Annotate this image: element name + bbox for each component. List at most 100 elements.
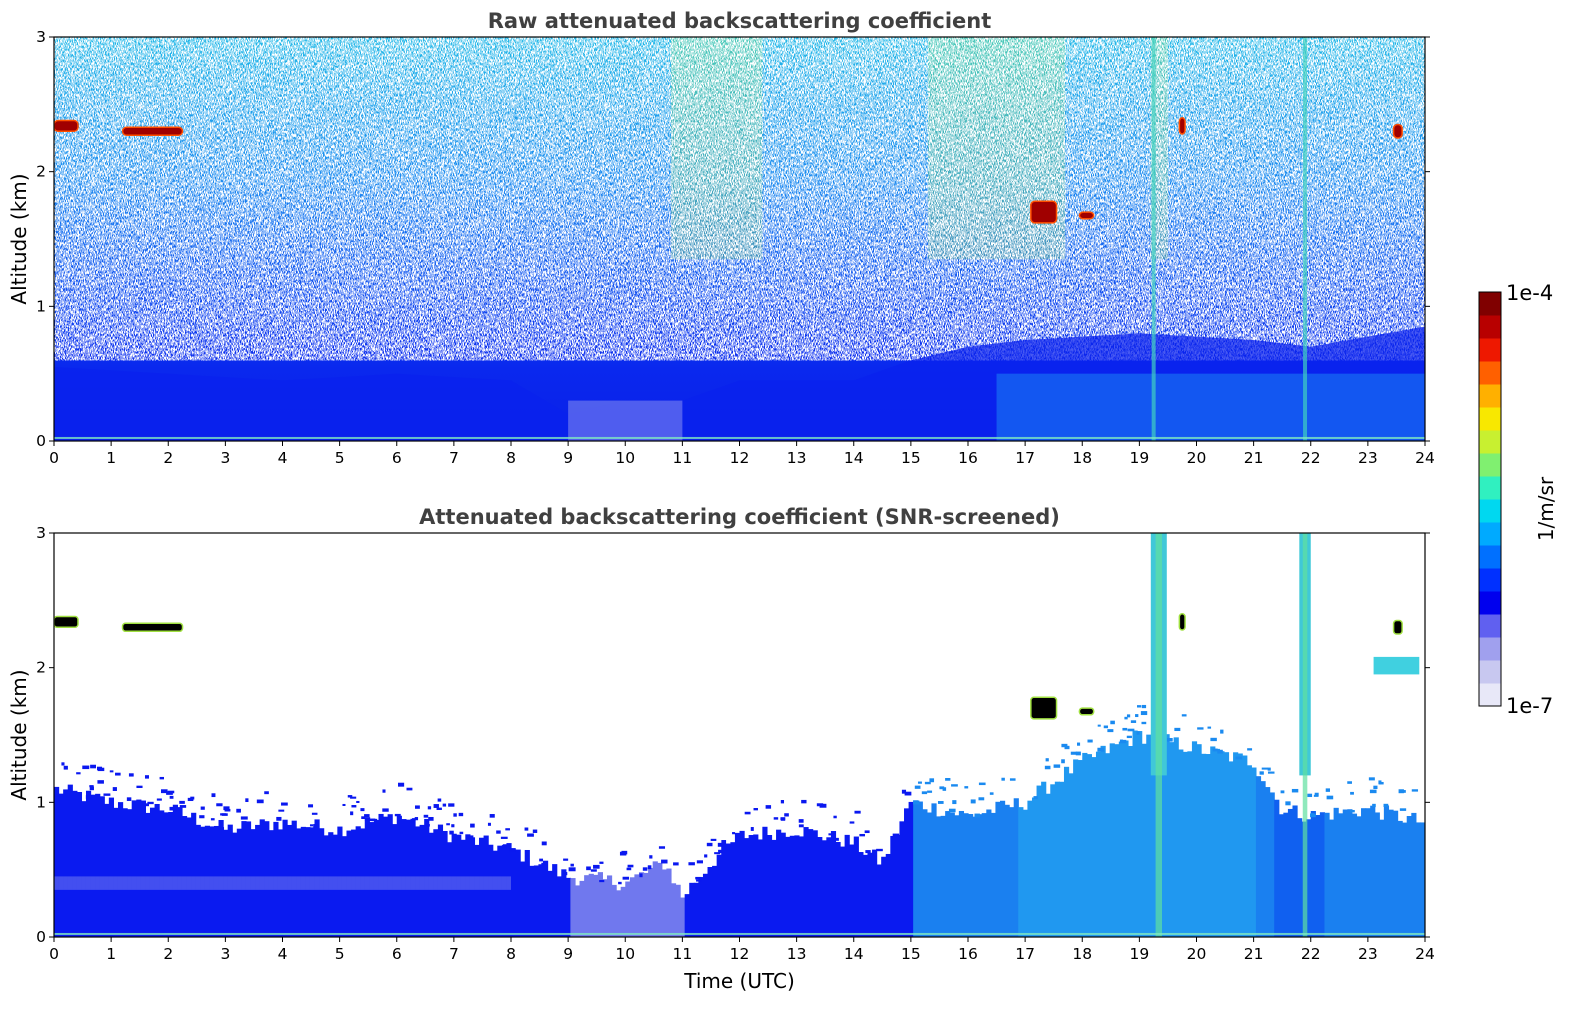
- y-tick-label: 3: [36, 28, 46, 46]
- screened-speckle: [394, 813, 401, 817]
- screened-speckle: [128, 773, 134, 777]
- raw-cloud: [1392, 123, 1403, 139]
- screened-aerosol-column: [1159, 736, 1166, 937]
- x-tick-label: 24: [1415, 945, 1435, 963]
- screened-aerosol-column: [712, 865, 718, 937]
- screened-backscatter-panel: Attenuated backscattering coefficient (S…: [7, 505, 1435, 993]
- screened-aerosol-column: [501, 845, 508, 937]
- screened-aerosol-column: [113, 807, 119, 937]
- screened-aerosol-column: [1329, 819, 1335, 937]
- screened-aerosol-column: [172, 804, 178, 937]
- screened-aerosol-column: [926, 812, 933, 937]
- screened-aerosol-column: [945, 811, 951, 937]
- screened-speckle: [835, 837, 839, 841]
- screened-aerosol-column: [287, 824, 293, 937]
- screened-aerosol-column: [1169, 742, 1175, 937]
- screened-speckle: [156, 798, 162, 801]
- screened-aerosol-column: [1114, 744, 1120, 937]
- screened-speckle: [1217, 749, 1223, 754]
- screened-ground-line: [54, 932, 1425, 935]
- screened-aerosol-column: [1393, 810, 1399, 937]
- screened-aerosol-column: [337, 826, 343, 937]
- screened-speckle: [436, 807, 442, 810]
- screened-aerosol-column: [218, 820, 224, 937]
- screened-speckle: [1325, 788, 1330, 792]
- screened-speckle: [1314, 792, 1319, 797]
- screened-speckle: [833, 815, 837, 819]
- screened-aerosol-column: [1361, 808, 1367, 937]
- screened-aerosol-column: [958, 810, 965, 937]
- x-tick-label: 16: [958, 449, 978, 467]
- screened-cloud: [1392, 619, 1403, 635]
- screened-speckle: [690, 885, 697, 889]
- screened-aerosol-column: [483, 835, 489, 937]
- screened-aerosol-column: [1105, 753, 1111, 937]
- screened-aerosol-column: [693, 882, 699, 937]
- screened-speckle: [945, 777, 951, 781]
- screened-aerosol-column: [277, 829, 284, 937]
- screened-speckle: [1291, 788, 1299, 793]
- screened-aerosol-column: [319, 828, 325, 937]
- screened-aerosol-column: [1109, 743, 1115, 937]
- colorbar-step: [1479, 660, 1501, 684]
- screened-speckle: [859, 833, 866, 837]
- screened-aerosol-column: [392, 824, 398, 937]
- screened-speckle: [939, 786, 945, 790]
- screened-plume-core: [1155, 533, 1162, 937]
- screened-aerosol-column: [1420, 822, 1425, 937]
- screened-speckle: [256, 799, 264, 804]
- screened-aerosol-column: [588, 873, 594, 937]
- screened-aerosol-column: [986, 809, 992, 937]
- colorbar-max-label: 1e-4: [1506, 281, 1553, 305]
- screened-y-axis-label: Altitude (km): [7, 669, 31, 800]
- screened-speckle: [342, 803, 346, 806]
- screened-speckle: [744, 811, 751, 815]
- screened-aerosol-column: [602, 879, 608, 937]
- screened-aerosol-column: [611, 884, 617, 937]
- screened-speckle: [1310, 813, 1315, 816]
- screened-aerosol-column: [1255, 776, 1262, 937]
- screened-speckle: [704, 854, 708, 858]
- screened-speckle: [414, 805, 420, 809]
- screened-aerosol-column: [81, 801, 87, 937]
- screened-speckle: [849, 821, 855, 824]
- screened-speckle: [308, 804, 314, 808]
- screened-aerosol-column: [794, 835, 800, 937]
- screened-aerosol-column: [1379, 819, 1385, 937]
- colorbar-step: [1479, 683, 1501, 707]
- screened-aerosol-column: [437, 824, 444, 937]
- screened-aerosol-column: [163, 812, 169, 937]
- screened-aerosol-column: [625, 881, 631, 937]
- screened-aerosol-column: [122, 808, 128, 937]
- screened-speckle: [901, 789, 907, 794]
- screened-speckle: [451, 824, 455, 828]
- x-tick-label: 17: [1015, 945, 1035, 963]
- screened-aerosol-column: [63, 789, 69, 937]
- x-tick-label: 4: [278, 945, 288, 963]
- screened-speckle: [618, 881, 622, 885]
- screened-aerosol-column: [922, 809, 928, 937]
- screened-aerosol-column: [1205, 754, 1211, 937]
- screened-aerosol-column: [990, 812, 997, 937]
- screened-speckle: [1120, 739, 1127, 744]
- screened-aerosol-column: [268, 830, 274, 937]
- screened-speckle: [167, 790, 175, 794]
- screened-aerosol-column: [410, 818, 416, 937]
- screened-panel-title: Attenuated backscattering coefficient (S…: [419, 505, 1060, 529]
- screened-speckle: [864, 830, 870, 834]
- screened-speckle: [696, 879, 702, 882]
- screened-speckle: [200, 806, 205, 810]
- screened-aerosol-column: [1146, 734, 1152, 937]
- screened-aerosol-column: [835, 841, 841, 937]
- screened-speckle: [914, 785, 921, 789]
- screened-aerosol-column: [776, 829, 782, 937]
- screened-speckle: [753, 808, 758, 811]
- x-tick-label: 3: [220, 945, 230, 963]
- screened-aerosol-column: [1041, 781, 1047, 937]
- colorbar-step: [1479, 476, 1501, 500]
- screened-aerosol-column: [1425, 815, 1430, 937]
- screened-speckle: [356, 800, 360, 804]
- screened-speckle: [496, 830, 501, 834]
- screened-speckle: [1261, 767, 1269, 770]
- screened-speckle: [828, 833, 834, 836]
